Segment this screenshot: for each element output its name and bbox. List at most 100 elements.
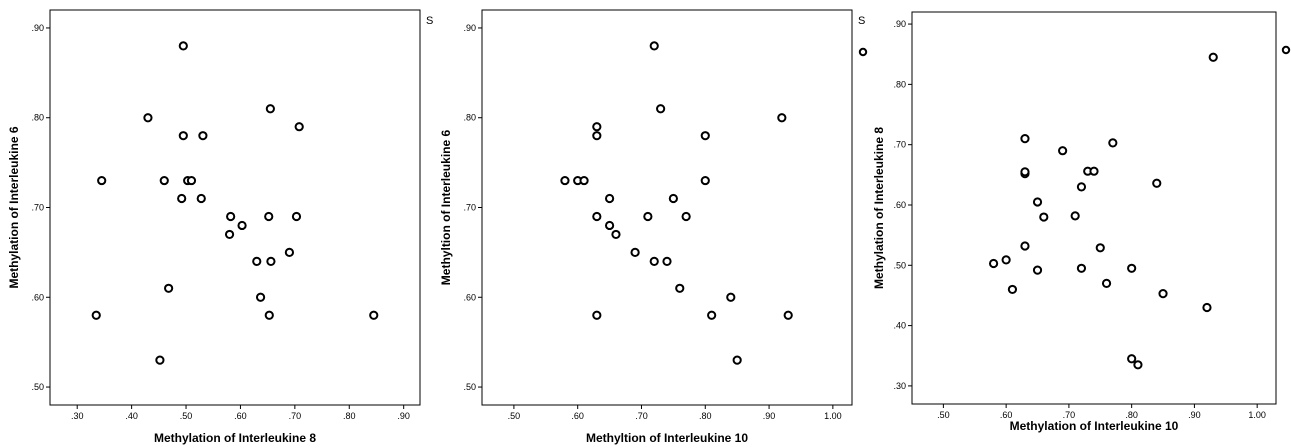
data-point [592, 122, 602, 132]
x-tick-label: .30 [71, 411, 84, 421]
data-point [579, 175, 589, 186]
data-point [198, 131, 208, 141]
data-point [700, 175, 710, 186]
y-tick-label: .50 [31, 382, 44, 392]
data-point [97, 175, 107, 186]
data-point [155, 355, 165, 365]
y-tick-label: .70 [893, 140, 906, 150]
y-tick-label: .70 [31, 203, 44, 213]
data-point [611, 229, 621, 240]
legend-glyph: S [858, 15, 865, 27]
data-point [143, 113, 153, 123]
data-point [1127, 263, 1137, 273]
x-tick-label: .80 [1125, 410, 1138, 420]
plot-frame [911, 11, 1277, 405]
y-tick-label: .80 [31, 113, 44, 123]
scatter-panel-il10-vs-il6: .50 .60 .70 .80 .90 1.00 .50 .60 .70 .80 .90 Methyl… [439, 9, 868, 445]
plot-frame [481, 9, 853, 406]
data-point [783, 310, 793, 320]
x-tick-label: .80 [343, 411, 356, 421]
data-point [1070, 211, 1080, 221]
data-point [255, 292, 266, 302]
data-point [668, 193, 678, 204]
data-point [643, 211, 653, 222]
data-point [1032, 197, 1043, 207]
data-point [1108, 138, 1118, 148]
data-point [224, 229, 235, 240]
data-point [604, 193, 615, 204]
data-point [1101, 278, 1112, 288]
data-point [1095, 243, 1105, 253]
data-point [1089, 166, 1099, 176]
data-point [777, 113, 787, 123]
x-tick-label: .90 [763, 411, 776, 421]
data-point [1020, 167, 1030, 177]
x-tick-label: .60 [1000, 410, 1013, 420]
data-point [1208, 52, 1218, 62]
data-point [649, 256, 659, 266]
data-point [988, 258, 999, 269]
data-point [707, 310, 717, 320]
x-tick-label: .90 [397, 411, 410, 421]
x-tick-label: .70 [635, 411, 648, 421]
x-axis-label: Methylation of Interleukine 10 [1010, 419, 1179, 433]
data-point [592, 131, 602, 141]
y-tick-label: .40 [893, 321, 906, 331]
x-tick-label: .60 [234, 411, 247, 421]
scatter-panel-il8-vs-il6: .30 .40 .50 .60 .70 .80 .90 .50 .60 .70 .80 .90 Meth… [7, 9, 433, 445]
data-point [284, 247, 295, 257]
data-point [592, 310, 602, 320]
plot-frame [49, 9, 421, 406]
y-tick-label: .70 [463, 203, 476, 213]
data-point [159, 175, 169, 186]
data-point [294, 122, 304, 132]
x-tick-label: .70 [289, 411, 302, 421]
y-axis-label: Methylation of Interleukine 6 [7, 126, 21, 288]
y-tick-label: .60 [893, 200, 906, 210]
x-tick-label: .60 [571, 411, 584, 421]
data-point [1058, 146, 1068, 156]
data-point [1020, 241, 1030, 251]
data-point [560, 175, 570, 186]
data-point [1158, 289, 1168, 299]
y-tick-label: .90 [893, 19, 906, 29]
data-point [264, 310, 274, 320]
y-tick-label: .80 [893, 79, 906, 89]
x-tick-label: .90 [1188, 410, 1201, 420]
x-tick-label: 1.00 [824, 411, 842, 421]
data-point [266, 256, 276, 266]
y-axis-label: Methylation of Interleukine 8 [872, 127, 886, 289]
data-point [291, 211, 302, 222]
data-point [178, 131, 188, 141]
legend-glyph: S [426, 15, 433, 27]
y-tick-label: .50 [463, 382, 476, 392]
data-point [700, 131, 710, 141]
x-tick-label: .70 [1063, 410, 1076, 420]
data-point [1133, 360, 1143, 370]
y-tick-label: .60 [463, 292, 476, 302]
y-tick-label: .80 [463, 113, 476, 123]
y-tick-label: .90 [463, 23, 476, 33]
data-point [177, 193, 187, 204]
data-point [237, 220, 247, 231]
data-point [649, 41, 659, 51]
data-point [1001, 255, 1011, 265]
data-point [662, 256, 672, 266]
data-point [1032, 265, 1043, 275]
x-tick-label: .50 [180, 411, 193, 421]
x-axis-label: Methylation of Interleukine 8 [154, 431, 316, 445]
x-axis-label: Methyltion of Interleukine 10 [586, 431, 748, 445]
y-axis-label: Methyltion of Interleukine 6 [439, 130, 453, 286]
data-point [178, 41, 188, 51]
data-point [592, 211, 602, 222]
data-point [1039, 212, 1049, 222]
y-tick-label: .90 [31, 23, 44, 33]
scatter-panel-il10-vs-il8: .50 .60 .70 .80 .90 1.00 .30 .40 .50 .60 .70 .80 .90… [872, 11, 1291, 433]
data-point [1076, 263, 1087, 273]
legend-marker-icon [1281, 45, 1291, 55]
data-point [186, 175, 197, 186]
data-point [1007, 284, 1018, 295]
data-point [91, 310, 101, 320]
legend-marker-icon [858, 47, 868, 57]
y-tick-label: .50 [893, 260, 906, 270]
